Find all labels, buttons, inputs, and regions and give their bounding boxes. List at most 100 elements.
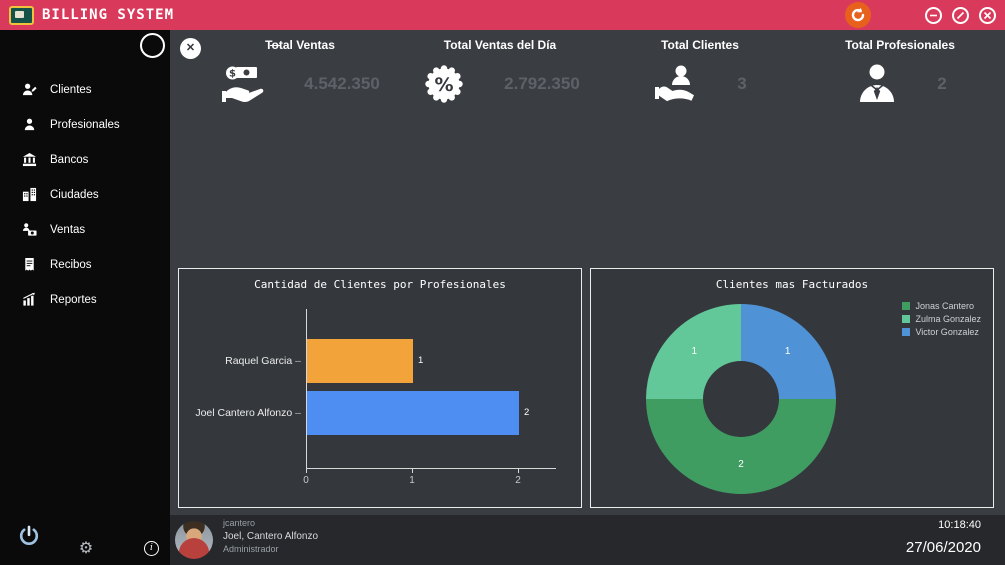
x-tick <box>306 469 307 473</box>
user-fullname: Joel, Cantero Alfonzo <box>223 530 319 542</box>
stat-label: Total Profesionales <box>845 38 955 52</box>
user-avatar <box>175 521 213 559</box>
stat-label: Total Ventas <box>265 38 335 52</box>
stat-value: 2.792.350 <box>504 74 580 93</box>
legend-item: Zulma Gonzalez <box>902 314 981 324</box>
donut-slice-label: 1 <box>691 346 698 358</box>
legend-label: Victor Gonzalez <box>915 327 979 337</box>
stat-value: 3 <box>737 74 747 93</box>
sidebar-item-label: Bancos <box>50 153 89 166</box>
bar-category-label: Raquel Garcia <box>179 339 301 383</box>
bar-chart-title: Cantidad de Clientes por Profesionales <box>254 278 506 291</box>
donut-chart: 1 2 1 <box>646 304 836 494</box>
sidebar-item-label: Recibos <box>50 258 92 271</box>
stat-value: 4.542.350 <box>304 74 380 93</box>
receipt-icon <box>25 257 34 271</box>
footer-bar: jcantero Joel, Cantero Alfonzo Administr… <box>170 515 1005 565</box>
close-button[interactable] <box>979 6 996 24</box>
sidebar-item-label: Ventas <box>50 223 86 236</box>
bar-chart-x-axis <box>306 468 556 469</box>
clock-time: 10:18:40 <box>938 519 981 531</box>
chart-legend: Jonas Cantero Zulma Gonzalez Victor Gonz… <box>902 301 981 337</box>
city-icon <box>22 187 37 202</box>
logout-arrow-icon <box>851 7 865 22</box>
info-icon: i <box>150 543 153 553</box>
dashboard-close-button[interactable]: ✕ <box>180 38 201 59</box>
report-icon <box>23 292 35 306</box>
close-icon <box>983 11 992 19</box>
stat-label: Total Clientes <box>661 38 739 52</box>
sidebar: Clientes Profesionales Bancos <box>0 30 170 565</box>
legend-item: Victor Gonzalez <box>902 327 981 337</box>
donut-chart-title: Clientes mas Facturados <box>715 278 869 291</box>
titlebar: BILLING SYSTEM <box>0 0 1005 30</box>
gear-icon: ⚙ <box>78 538 94 557</box>
percent-badge-icon: % <box>425 65 463 103</box>
menu-toggle-button[interactable] <box>140 33 281 58</box>
legend-label: Zulma Gonzalez <box>915 314 981 324</box>
svg-text:%: % <box>435 74 454 96</box>
legend-item: Jonas Cantero <box>902 301 981 311</box>
maximize-button[interactable] <box>952 6 969 24</box>
legend-swatch <box>902 302 911 310</box>
main-content: Total Ventas $ 4.542.350 Total Ventas de… <box>170 30 1005 515</box>
bar-segment <box>307 391 519 435</box>
donut-slice-label: 1 <box>784 346 791 358</box>
sidebar-item-clientes[interactable]: Clientes <box>0 72 170 107</box>
stat-label: Total Ventas del Día <box>443 38 557 52</box>
clock-date: 27/06/2020 <box>905 539 981 556</box>
sidebar-menu: Clientes Profesionales Bancos <box>0 30 170 317</box>
sidebar-item-label: Profesionales <box>50 118 120 131</box>
sidebar-item-ventas[interactable]: Ventas <box>0 212 170 247</box>
bar-category-label: Joel Cantero Alfonzo <box>179 391 301 435</box>
titlebar-controls <box>845 2 996 28</box>
user-info: jcantero Joel, Cantero Alfonzo Administr… <box>223 518 318 554</box>
clients-icon <box>22 83 37 96</box>
stat-total-ventas-dia: Total Ventas del Día % 2.792.350 <box>400 38 600 108</box>
donut-hole <box>703 361 779 437</box>
donut-slice-label: 2 <box>738 459 744 470</box>
sidebar-item-label: Ciudades <box>50 188 99 201</box>
close-x-icon: ✕ <box>185 42 196 54</box>
settings-button[interactable]: ⚙ <box>76 538 96 558</box>
maximize-icon <box>956 11 965 19</box>
logout-button[interactable] <box>845 2 871 28</box>
sidebar-item-label: Clientes <box>50 83 92 96</box>
legend-label: Jonas Cantero <box>915 301 975 311</box>
x-tick <box>412 469 413 473</box>
bar-chart-y-axis <box>306 309 307 469</box>
x-tick-label: 2 <box>515 475 521 486</box>
power-icon <box>19 525 39 545</box>
bar-value-label: 2 <box>524 407 530 418</box>
donut-chart-panel: Clientes mas Facturados Jonas Cantero Zu… <box>590 268 994 508</box>
sidebar-item-recibos[interactable]: Recibos <box>0 247 170 282</box>
sidebar-item-bancos[interactable]: Bancos <box>0 142 170 177</box>
money-hand-icon: $ <box>222 66 264 102</box>
user-role: Administrador <box>223 544 279 554</box>
info-button[interactable]: i <box>144 541 159 556</box>
bank-icon <box>22 152 37 167</box>
stat-total-profesionales: Total Profesionales 2 <box>800 38 1000 108</box>
stat-value: 2 <box>937 74 947 93</box>
app-logo-icon <box>9 5 34 25</box>
stats-row: Total Ventas $ 4.542.350 Total Ventas de… <box>200 38 1000 108</box>
svg-text:$: $ <box>229 69 236 80</box>
minimize-button[interactable] <box>925 6 942 24</box>
sidebar-item-label: Reportes <box>50 293 97 306</box>
power-button[interactable] <box>17 524 41 548</box>
sidebar-item-profesionales[interactable]: Profesionales <box>0 107 170 142</box>
professionals-icon <box>24 118 35 131</box>
username: jcantero <box>223 518 256 528</box>
stat-total-clientes: Total Clientes 3 <box>600 38 800 108</box>
bar-segment <box>307 339 413 383</box>
sales-icon <box>22 223 37 236</box>
x-tick-label: 0 <box>303 475 309 486</box>
legend-swatch <box>902 328 911 336</box>
stat-total-ventas: Total Ventas $ 4.542.350 <box>200 38 400 108</box>
x-tick-label: 1 <box>409 475 415 486</box>
sidebar-item-reportes[interactable]: Reportes <box>0 282 170 317</box>
bar-value-label: 1 <box>418 355 424 366</box>
sidebar-item-ciudades[interactable]: Ciudades <box>0 177 170 212</box>
minimize-icon <box>930 14 937 16</box>
bar-chart-panel: Cantidad de Clientes por Profesionales R… <box>178 268 582 508</box>
